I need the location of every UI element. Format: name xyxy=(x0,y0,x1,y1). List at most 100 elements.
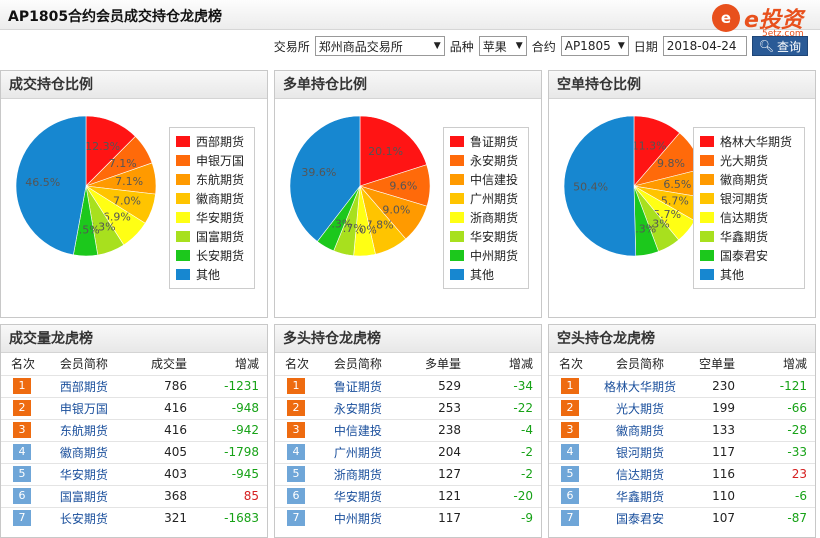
member-name-link[interactable]: 信达期货 xyxy=(595,462,685,485)
table-row[interactable]: 4 徽商期货 405 -1798 xyxy=(1,440,267,463)
change-cell: -28 xyxy=(755,418,815,441)
change-cell: -1798 xyxy=(207,440,267,463)
legend-item[interactable]: 格林大华期货 xyxy=(700,132,798,151)
legend-item[interactable]: 中信建投 xyxy=(450,170,522,189)
legend-item[interactable]: 银河期货 xyxy=(700,189,798,208)
legend-item[interactable]: 鲁证期货 xyxy=(450,132,522,151)
column-header: 空单量 xyxy=(698,357,735,372)
table-row[interactable]: 4 广州期货 204 -2 xyxy=(275,440,541,463)
legend-item[interactable]: 国富期货 xyxy=(176,227,248,246)
table-row[interactable]: 5 信达期货 116 23 xyxy=(549,462,815,485)
legend-item[interactable]: 浙商期货 xyxy=(450,208,522,227)
rank-badge: 1 xyxy=(561,378,579,394)
member-name-link[interactable]: 徽商期货 xyxy=(47,440,121,463)
legend-item[interactable]: 其他 xyxy=(450,265,522,284)
legend-item[interactable]: 西部期货 xyxy=(176,132,248,151)
table-header-row: 名次 会员简称 成交量 增减 xyxy=(1,353,267,375)
legend-item[interactable]: 华安期货 xyxy=(176,208,248,227)
member-name-link[interactable]: 中信建投 xyxy=(321,418,395,441)
member-name-link[interactable]: 西部期货 xyxy=(47,374,121,397)
table-row[interactable]: 6 国富期货 368 85 xyxy=(1,484,267,507)
legend-label: 中信建投 xyxy=(470,173,519,187)
legend-item[interactable]: 国泰君安 xyxy=(700,246,798,265)
table-row[interactable]: 7 中州期货 117 -9 xyxy=(275,506,541,529)
member-name-link[interactable]: 徽商期货 xyxy=(595,418,685,441)
legend-item[interactable]: 中州期货 xyxy=(450,246,522,265)
table-row[interactable]: 1 格林大华期货 230 -121 xyxy=(549,374,815,397)
legend-label: 其他 xyxy=(196,268,221,282)
product-select[interactable]: 苹果 ▼ xyxy=(478,36,527,56)
query-button[interactable]: 🔍︎ 查询 xyxy=(751,36,808,56)
table-row[interactable]: 3 中信建投 238 -4 xyxy=(275,418,541,441)
member-name-link[interactable]: 华鑫期货 xyxy=(595,484,685,507)
volume-cell: 110 xyxy=(684,484,755,507)
member-name-link[interactable]: 浙商期货 xyxy=(321,462,395,485)
member-name-link[interactable]: 长安期货 xyxy=(47,506,121,529)
table-row[interactable]: 2 永安期货 253 -22 xyxy=(275,396,541,419)
column-header: 成交量 xyxy=(150,357,187,372)
volume-cell: 116 xyxy=(684,462,755,485)
pie-panel-volume: 成交持仓比例 12.3% 7.1% 7.1% 7.0% 6.9% 6.3% 5.5% 46.5… xyxy=(0,70,268,318)
table-row[interactable]: 3 东航期货 416 -942 xyxy=(1,418,267,441)
pie-slice-label: 6.5% xyxy=(663,178,691,191)
member-name-link[interactable]: 华安期货 xyxy=(47,462,121,485)
site-logo[interactable]: e e投资 5etz.com xyxy=(712,4,812,39)
member-name-link[interactable]: 华安期货 xyxy=(321,484,395,507)
member-name-link[interactable]: 东航期货 xyxy=(47,418,121,441)
member-name-link[interactable]: 国富期货 xyxy=(47,484,121,507)
member-name-link[interactable]: 永安期货 xyxy=(321,396,395,419)
table-row[interactable]: 2 申银万国 416 -948 xyxy=(1,396,267,419)
member-name-link[interactable]: 广州期货 xyxy=(321,440,395,463)
legend-item[interactable]: 东航期货 xyxy=(176,170,248,189)
legend-item[interactable]: 永安期货 xyxy=(450,151,522,170)
member-name-link[interactable]: 银河期货 xyxy=(595,440,685,463)
member-name-link[interactable]: 格林大华期货 xyxy=(595,374,685,397)
table-row[interactable]: 6 华安期货 121 -20 xyxy=(275,484,541,507)
legend-item[interactable]: 广州期货 xyxy=(450,189,522,208)
table-row[interactable]: 1 鲁证期货 529 -34 xyxy=(275,374,541,397)
legend-item[interactable]: 华鑫期货 xyxy=(700,227,798,246)
table-row[interactable]: 7 长安期货 321 -1683 xyxy=(1,506,267,529)
member-name-link[interactable]: 中州期货 xyxy=(321,506,395,529)
legend-item[interactable]: 申银万国 xyxy=(176,151,248,170)
table-header-row: 名次 会员简称 多单量 增减 xyxy=(275,353,541,375)
member-name-link[interactable]: 国泰君安 xyxy=(595,506,685,529)
member-name-link[interactable]: 光大期货 xyxy=(595,396,685,419)
rank-badge: 3 xyxy=(287,422,305,438)
table-row[interactable]: 3 徽商期货 133 -28 xyxy=(549,418,815,441)
column-header: 增减 xyxy=(508,357,533,372)
rank-badge: 6 xyxy=(13,488,31,504)
legend-item[interactable]: 光大期货 xyxy=(700,151,798,170)
date-input[interactable]: 2018-04-24 xyxy=(662,36,747,56)
table-row[interactable]: 6 华鑫期货 110 -6 xyxy=(549,484,815,507)
exchange-select-value: 郑州商品交易所 xyxy=(318,39,403,54)
rank-table-volume: 名次 会员简称 成交量 增减 1 西部期货 786 -1231 2 申银万国 416 -948 3 东航期… xyxy=(1,353,267,529)
rank-badge: 6 xyxy=(561,488,579,504)
pie-slice-label: 6.9% xyxy=(103,211,131,224)
legend-item[interactable]: 华安期货 xyxy=(450,227,522,246)
legend-item[interactable]: 徽商期货 xyxy=(176,189,248,208)
contract-select[interactable]: AP1805 ▼ xyxy=(560,36,629,56)
table-row[interactable]: 4 银河期货 117 -33 xyxy=(549,440,815,463)
legend-label: 华鑫期货 xyxy=(720,230,769,244)
chevron-down-icon: ▼ xyxy=(433,41,441,51)
chevron-down-icon: ▼ xyxy=(515,41,523,51)
volume-cell: 416 xyxy=(120,418,207,441)
legend-item[interactable]: 其他 xyxy=(176,265,248,284)
legend-item[interactable]: 信达期货 xyxy=(700,208,798,227)
change-cell: -942 xyxy=(207,418,267,441)
member-name-link[interactable]: 申银万国 xyxy=(47,396,121,419)
table-row[interactable]: 5 华安期货 403 -945 xyxy=(1,462,267,485)
table-row[interactable]: 2 光大期货 199 -66 xyxy=(549,396,815,419)
rank-badge: 4 xyxy=(13,444,31,460)
legend-item[interactable]: 徽商期货 xyxy=(700,170,798,189)
table-row[interactable]: 5 浙商期货 127 -2 xyxy=(275,462,541,485)
member-name-link[interactable]: 鲁证期货 xyxy=(321,374,395,397)
legend-item[interactable]: 长安期货 xyxy=(176,246,248,265)
table-row[interactable]: 7 国泰君安 107 -87 xyxy=(549,506,815,529)
table-row[interactable]: 1 西部期货 786 -1231 xyxy=(1,374,267,397)
legend-item[interactable]: 其他 xyxy=(700,265,798,284)
legend-swatch xyxy=(450,212,464,223)
pie-slice-label: 9.8% xyxy=(657,157,685,170)
exchange-select[interactable]: 郑州商品交易所 ▼ xyxy=(314,36,445,56)
